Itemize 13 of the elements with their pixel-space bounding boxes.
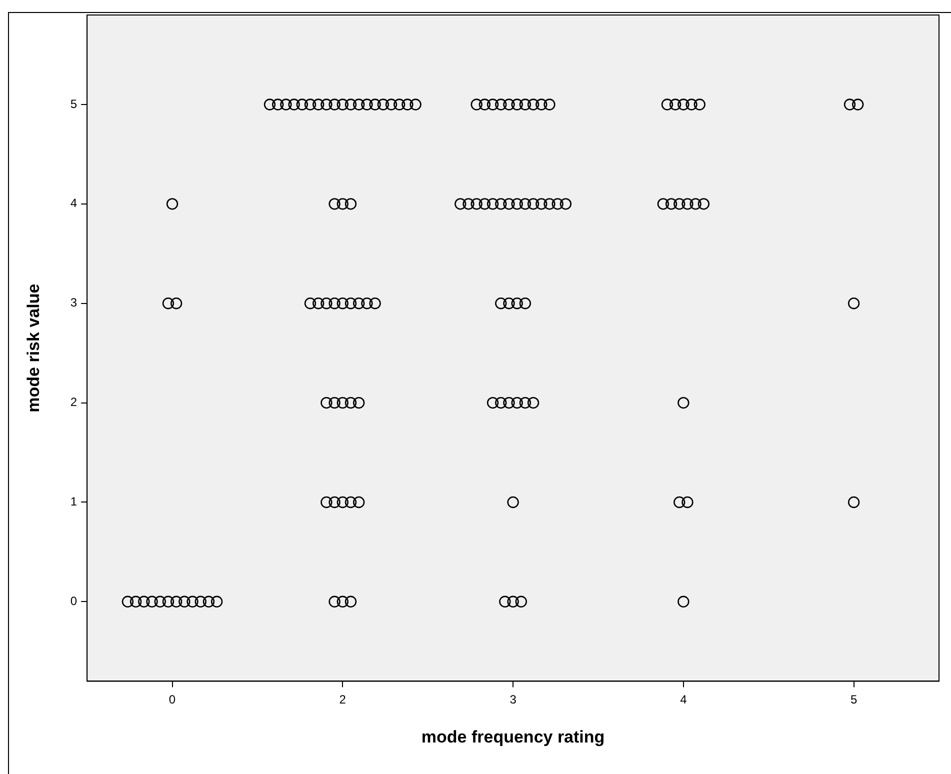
y-tick-label: 1 [70, 494, 78, 509]
x-tick-label: 0 [168, 692, 176, 707]
x-axis-title: mode frequency rating [421, 727, 605, 746]
x-tick-label: 2 [339, 692, 346, 707]
x-tick-label: 3 [510, 692, 517, 707]
y-tick-label: 3 [70, 296, 78, 310]
y-tick-label: 2 [70, 395, 78, 410]
y-tick-label: 0 [70, 594, 78, 608]
y-tick-label: 4 [70, 196, 78, 210]
x-tick-label: 4 [680, 692, 688, 707]
y-axis-title: mode risk value [24, 284, 43, 412]
x-tick-label: 5 [850, 692, 858, 707]
y-tick-label: 5 [70, 96, 78, 111]
